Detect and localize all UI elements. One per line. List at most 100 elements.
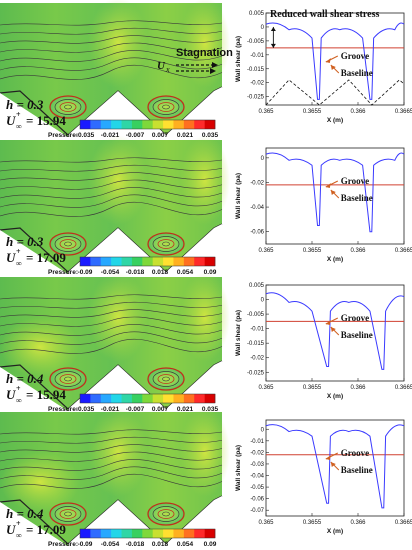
groove-label: Groove — [341, 448, 369, 458]
y-tick-label: 0 — [261, 427, 265, 433]
parameter-labels: h = 0.3U + ∞ = 15.94 — [6, 97, 66, 131]
colorbar-swatch — [90, 257, 102, 266]
vortex-ring — [157, 102, 175, 112]
arrow-head — [325, 58, 331, 63]
baseline-annotation: Baseline — [330, 64, 373, 78]
streamline — [0, 65, 223, 80]
streamline — [0, 179, 223, 190]
streamline — [0, 187, 223, 199]
stagnation-label: Stagnation — [176, 47, 233, 59]
x-tick-label: 0.3655 — [303, 248, 322, 254]
streamline — [0, 202, 223, 217]
y-tick-label: -0.02 — [250, 180, 264, 186]
arrow-head — [212, 62, 218, 68]
pressure-label: Pressure: — [48, 406, 78, 413]
h-label: h = 0.3 — [6, 97, 44, 112]
y-tick-label: 0 — [261, 25, 265, 31]
streamline — [0, 459, 223, 471]
streamline — [0, 466, 223, 480]
arrow-head — [270, 26, 276, 31]
arrow-head — [210, 68, 216, 74]
x-tick-label: 0.3655 — [303, 520, 322, 526]
y-tick-label: 0.005 — [249, 283, 265, 289]
colorbar-tick: 0.035 — [202, 132, 219, 139]
u-superscript: + — [16, 247, 21, 256]
colorbar-swatch — [173, 529, 185, 538]
high-pressure-region — [180, 0, 230, 88]
contour-plot: h = 0.4U+∞= 15.94Pressure:-0.035-0.021-0… — [0, 272, 230, 413]
colorbar-tick: -0.018 — [126, 541, 145, 548]
colorbar-swatch — [131, 257, 143, 266]
panel-3: h = 0.4U+∞= 15.94Pressure:-0.035-0.021-0… — [0, 272, 412, 413]
colorbar-swatch — [121, 394, 133, 403]
x-axis-label: X (m) — [327, 256, 343, 263]
colorbar-swatch — [111, 120, 122, 129]
y-tick-label: -0.025 — [247, 370, 265, 376]
u-superscript: + — [16, 110, 21, 119]
high-pressure-region — [180, 135, 230, 225]
colorbar-swatch — [111, 529, 122, 538]
groove-label: Groove — [341, 51, 369, 61]
streamline — [0, 474, 223, 489]
y-tick-label: -0.04 — [250, 205, 264, 211]
shear-chart: 0 -0.02 -0.04 -0.06 0.365 0.3655 0.366 0.3665 Wa… — [235, 147, 412, 263]
streamline — [0, 42, 223, 53]
colorbar-frame — [79, 528, 216, 539]
colorbar-swatch — [80, 394, 91, 403]
colorbar-frame — [79, 256, 216, 267]
ux-subscript: x — [165, 65, 170, 74]
x-tick-label: 0.3655 — [303, 109, 322, 115]
colorbar-swatch — [100, 529, 112, 538]
h-label: h = 0.4 — [6, 371, 44, 386]
colorbar-swatch — [152, 257, 164, 266]
colorbar-swatch — [121, 120, 133, 129]
colorbar-swatch — [121, 529, 133, 538]
vortex-ring — [54, 236, 82, 252]
plot-area — [265, 419, 405, 517]
u-label: U — [6, 113, 16, 128]
u-superscript: + — [16, 519, 21, 528]
u-label: U — [6, 522, 16, 537]
plot-area — [265, 147, 405, 245]
x-tick-label: 0.366 — [350, 385, 366, 391]
colorbar-tick: -0.007 — [126, 406, 145, 413]
colorbar-frame — [79, 119, 216, 130]
vortex-ring — [59, 509, 77, 519]
parameter-labels: h = 0.4U + ∞ = 17.09 — [6, 506, 66, 540]
colorbar-swatch — [163, 120, 174, 129]
colorbar-swatch — [183, 394, 195, 403]
vortex-core — [64, 376, 72, 382]
y-tick-label: -0.02 — [250, 81, 264, 87]
x-tick-label: 0.3665 — [395, 385, 412, 391]
recirculation-vortex — [147, 95, 185, 119]
u-value: = 17.09 — [26, 250, 66, 265]
ux-label: U — [157, 60, 166, 72]
colorbar-swatch — [90, 394, 102, 403]
vortex-core — [162, 376, 170, 382]
colorbar-frame — [79, 393, 216, 404]
vortex-ring — [157, 374, 175, 384]
groove-geometry-guide — [265, 79, 405, 106]
colorbar-tick: -0.09 — [78, 269, 93, 276]
y-tick-label: -0.005 — [247, 312, 265, 318]
recirculation-vortex — [49, 95, 87, 119]
colorbar-tick: -0.09 — [78, 541, 93, 548]
colorbar-swatch — [100, 394, 112, 403]
recirculation-vortex — [147, 232, 185, 256]
stagnation-annotation: Stagnation U x — [157, 47, 233, 74]
colorbar-swatch — [204, 529, 216, 538]
colorbar-tick: 0.09 — [204, 541, 217, 548]
h-label: h = 0.3 — [6, 234, 44, 249]
x-tick-label: 0.365 — [258, 248, 274, 254]
groove-annotation: Groove — [325, 313, 369, 325]
y-tick-label: -0.01 — [250, 439, 264, 445]
colorbar-swatch — [163, 529, 174, 538]
y-tick-label: -0.02 — [250, 356, 264, 362]
groove-series — [265, 424, 405, 509]
arrow-head — [325, 455, 331, 460]
streamline — [0, 339, 223, 354]
groove-solid — [0, 93, 68, 137]
colorbar-tick: 0.007 — [152, 132, 169, 139]
vortex-core — [162, 241, 170, 247]
